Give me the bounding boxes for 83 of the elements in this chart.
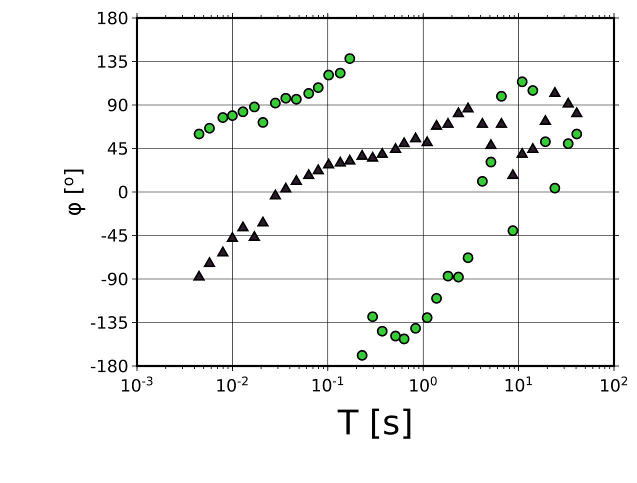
y-tick-label: 0 — [118, 186, 128, 198]
point — [549, 87, 561, 97]
point — [516, 148, 528, 158]
x-tick-label: 10$^{-3}$ — [122, 376, 152, 392]
y-axis-title: φ [$^{o}$] — [64, 170, 86, 215]
y-tick-label: 45 — [108, 142, 128, 155]
point — [270, 98, 281, 108]
point — [334, 68, 346, 78]
point — [527, 85, 538, 96]
point — [442, 118, 454, 128]
point — [422, 312, 433, 324]
point — [217, 246, 228, 256]
point — [344, 154, 356, 165]
point — [248, 231, 260, 242]
point — [410, 322, 421, 334]
point — [280, 182, 292, 193]
point — [376, 148, 388, 158]
point — [462, 102, 474, 112]
point — [193, 270, 205, 281]
point — [571, 107, 582, 118]
y-tick-label: -45 — [102, 229, 128, 242]
point — [334, 156, 346, 167]
point — [496, 90, 507, 102]
x-tick-label: 10$^{1}$ — [506, 376, 532, 392]
point — [366, 152, 378, 162]
point — [442, 270, 454, 282]
point — [422, 136, 433, 146]
point — [431, 292, 442, 304]
point — [516, 76, 528, 88]
point — [356, 150, 368, 160]
point — [527, 143, 538, 154]
point — [549, 182, 560, 194]
point — [258, 117, 268, 128]
x-tick-label: 10$^{-2}$ — [217, 376, 248, 392]
point — [453, 272, 464, 282]
point — [398, 334, 410, 344]
point — [257, 216, 269, 227]
point — [204, 122, 215, 134]
point — [303, 169, 314, 180]
point — [322, 158, 334, 169]
point — [410, 132, 422, 142]
y-tick-label: 180 — [98, 12, 128, 24]
point — [462, 252, 474, 264]
point — [238, 106, 248, 118]
point — [227, 110, 238, 122]
point — [237, 221, 249, 232]
x-tick-label: 10$^{0}$ — [410, 376, 437, 392]
point — [356, 350, 368, 361]
point — [204, 257, 216, 268]
point — [290, 94, 302, 105]
point — [496, 118, 508, 128]
point — [485, 139, 497, 150]
point — [452, 107, 464, 118]
point — [507, 169, 519, 180]
point — [303, 88, 314, 99]
point — [540, 136, 551, 148]
point — [367, 311, 378, 322]
point — [270, 189, 281, 200]
point — [312, 82, 324, 93]
point — [430, 120, 442, 130]
y-tick-label: -90 — [102, 272, 128, 286]
point — [344, 53, 356, 64]
point — [376, 326, 388, 337]
y-tick-label: -180 — [90, 360, 128, 372]
point — [217, 112, 228, 123]
point — [290, 174, 302, 185]
y-tick-label: 90 — [108, 98, 128, 112]
point — [248, 102, 260, 112]
point — [398, 137, 410, 148]
x-tick-label: 10$^{2}$ — [601, 376, 628, 392]
point — [540, 115, 552, 126]
point — [312, 164, 324, 174]
x-axis-title: T [s] — [338, 408, 410, 439]
y-tick-label: -135 — [90, 316, 128, 329]
point — [486, 156, 496, 168]
point — [507, 225, 518, 236]
x-tick-label: 10$^{-1}$ — [312, 376, 344, 392]
y-tick-label: 135 — [98, 55, 128, 68]
point — [323, 70, 334, 80]
point — [280, 92, 292, 104]
point — [226, 232, 238, 242]
point — [571, 128, 582, 140]
point — [194, 128, 204, 140]
